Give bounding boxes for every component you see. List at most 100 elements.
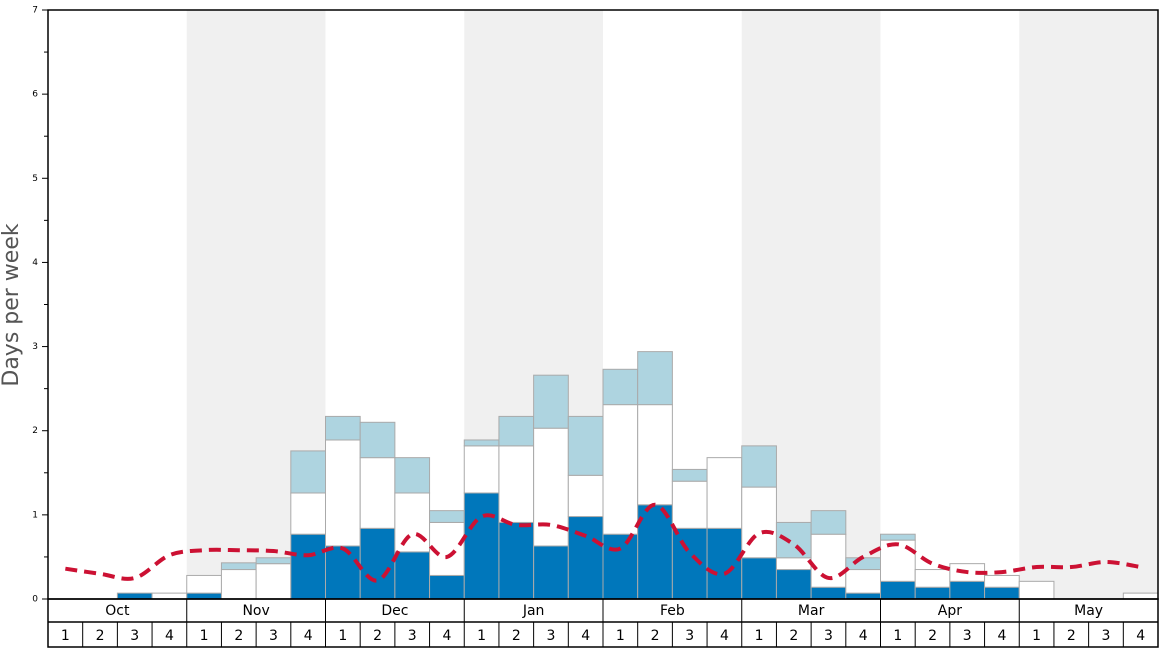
y-axis-label: Days per week <box>0 223 24 386</box>
y-tick-label: 2 <box>32 426 38 436</box>
bar-segment <box>637 351 673 406</box>
week-label: 3 <box>269 628 278 644</box>
week-label: 1 <box>200 628 209 644</box>
bar-segment <box>845 592 881 600</box>
bar-segment <box>880 533 916 541</box>
week-label: 2 <box>1067 628 1076 644</box>
bar-segment <box>775 569 812 600</box>
month-label: Nov <box>242 603 269 619</box>
bar-segment <box>290 533 326 600</box>
week-label: 1 <box>477 628 486 644</box>
y-tick-label: 6 <box>32 90 38 100</box>
week-label: 4 <box>1136 628 1145 644</box>
bar-segment <box>949 580 986 600</box>
y-tick-label: 4 <box>32 258 38 268</box>
week-label: 1 <box>1032 628 1041 644</box>
bar-segment <box>325 439 361 547</box>
bar-segment <box>810 586 847 600</box>
bar-segment <box>671 468 708 482</box>
week-label: 1 <box>893 628 902 644</box>
week-label: 2 <box>651 628 660 644</box>
bar-segment <box>775 557 812 571</box>
bar-segment <box>220 562 257 571</box>
bar-segment <box>151 592 188 600</box>
month-label: May <box>1074 603 1103 619</box>
month-band <box>1019 10 1158 599</box>
week-label: 2 <box>96 628 105 644</box>
bar-segment <box>498 521 535 600</box>
month-label: Jan <box>522 603 545 619</box>
week-label: 3 <box>1102 628 1111 644</box>
y-tick-label: 5 <box>32 174 38 184</box>
bar-segment <box>1122 592 1159 600</box>
bar-segment <box>290 492 326 535</box>
week-label: 2 <box>373 628 382 644</box>
bar-segment <box>429 510 465 523</box>
bar-segment <box>775 521 812 559</box>
bar-segment <box>741 486 777 559</box>
y-tick-label: 7 <box>32 6 38 16</box>
week-label: 3 <box>408 628 417 644</box>
y-tick-label: 0 <box>32 595 38 605</box>
bar-segment <box>186 592 222 600</box>
week-label: 1 <box>616 628 625 644</box>
y-tick-label: 3 <box>32 342 38 352</box>
bar-segment <box>914 569 951 588</box>
week-label: 3 <box>824 628 833 644</box>
week-label: 2 <box>928 628 937 644</box>
month-label: Mar <box>798 603 825 619</box>
week-label: 4 <box>165 628 174 644</box>
week-label: 2 <box>789 628 798 644</box>
bar-segment <box>359 457 396 529</box>
bar-segment <box>533 545 569 600</box>
bar-segment <box>706 527 743 600</box>
bar-segment <box>810 510 847 535</box>
bar-segment <box>325 415 361 441</box>
week-label: 3 <box>963 628 972 644</box>
bar-segment <box>429 574 465 600</box>
bar-segment <box>463 445 500 494</box>
bar-segment <box>984 586 1020 600</box>
week-label: 4 <box>720 628 729 644</box>
bar-segment <box>325 545 361 600</box>
bar-segment <box>671 480 708 529</box>
bar-segment <box>116 592 153 600</box>
bar-segment <box>463 492 500 600</box>
month-label: Feb <box>660 603 685 619</box>
week-label: 2 <box>234 628 243 644</box>
bar-segment <box>1018 580 1055 600</box>
month-label: Apr <box>938 603 962 619</box>
bar-segment <box>359 421 396 459</box>
week-label: 2 <box>512 628 521 644</box>
week-label: 4 <box>442 628 451 644</box>
bar-segment <box>602 533 639 600</box>
month-label: Oct <box>105 603 130 619</box>
bar-segment <box>602 368 639 406</box>
bar-segment <box>533 374 569 429</box>
y-tick-label: 1 <box>32 510 38 520</box>
bar-segment <box>359 527 396 600</box>
week-label: 4 <box>304 628 313 644</box>
month-label: Dec <box>381 603 408 619</box>
bar-segment <box>290 450 326 494</box>
bar-segment <box>394 457 431 494</box>
week-label: 4 <box>859 628 868 644</box>
week-label: 3 <box>130 628 139 644</box>
bar-segment <box>498 415 535 447</box>
bar-segment <box>706 457 743 529</box>
bar-segment <box>463 439 500 447</box>
week-label: 3 <box>685 628 694 644</box>
bar-segment <box>741 557 777 600</box>
bar-segment <box>255 557 292 565</box>
week-label: 1 <box>61 628 70 644</box>
bar-segment <box>984 574 1020 588</box>
bar-segment <box>741 445 777 488</box>
bar-segment <box>394 492 431 553</box>
week-label: 4 <box>581 628 590 644</box>
bar-segment <box>845 557 881 571</box>
bar-segment <box>220 569 257 600</box>
bar-segment <box>255 563 292 600</box>
bar-segment <box>637 404 673 506</box>
week-label: 1 <box>755 628 764 644</box>
